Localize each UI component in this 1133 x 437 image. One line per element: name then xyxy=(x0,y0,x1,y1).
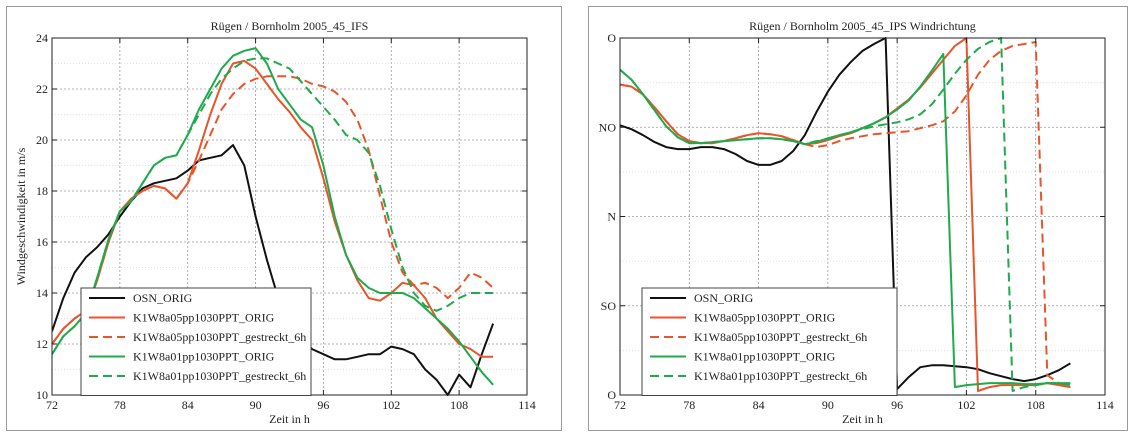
series-line-1 xyxy=(620,37,1071,391)
y-tick-label: 22 xyxy=(36,82,48,96)
series-line-3 xyxy=(620,41,1071,389)
legend-label: K1W8a01pp1030PPT_gestreckt_6h xyxy=(133,369,306,383)
legend-label: K1W8a05pp1030PPT_gestreckt_6h xyxy=(694,330,867,344)
chart-title: Rügen / Bornholm 2005_45_IFS xyxy=(211,19,369,33)
x-tick-label: 114 xyxy=(1096,398,1114,412)
legend-label: K1W8a05pp1030PPT_gestreckt_6h xyxy=(133,330,306,344)
x-tick-label: 114 xyxy=(518,398,536,412)
y-tick-label: NO xyxy=(599,120,617,134)
x-axis-label: Zeit in h xyxy=(269,412,310,426)
y-tick-label: N xyxy=(607,210,616,224)
x-tick-label: 90 xyxy=(250,398,262,412)
y-tick-label: 14 xyxy=(36,286,48,300)
y-tick-label: 18 xyxy=(36,184,48,198)
x-tick-label: 108 xyxy=(1027,398,1045,412)
legend-label: K1W8a05pp1030PPT_ORIG xyxy=(694,311,836,325)
y-tick-label: O xyxy=(607,388,616,402)
y-tick-label: SO xyxy=(601,299,617,313)
x-tick-label: 78 xyxy=(114,398,126,412)
legend-box xyxy=(80,287,312,396)
y-tick-label: O xyxy=(607,31,616,45)
wind-direction-chart: 72 78 84 90 96 102 108 114 O SO N NO O Rügen / Bornho… xyxy=(599,19,1114,426)
legend-label: OSN_ORIG xyxy=(133,291,193,305)
y-axis-label: Windgeschwindigkeit in m/s xyxy=(14,147,28,285)
y-tick-label: 20 xyxy=(36,133,48,147)
legend-box xyxy=(641,287,898,396)
y-tick-label: 24 xyxy=(36,31,48,45)
x-tick-label: 72 xyxy=(614,398,626,412)
series-line-1 xyxy=(52,144,495,396)
legend-label: K1W8a01pp1030PPT_gestreckt_6h xyxy=(694,369,867,383)
legend-label: K1W8a01pp1030PPT_ORIG xyxy=(133,350,275,364)
y-tick-label: 10 xyxy=(36,388,48,402)
x-tick-label: 84 xyxy=(753,398,765,412)
chart-title: Rügen / Bornholm 2005_45_IPS Windrichtun… xyxy=(749,19,976,33)
series-line-5 xyxy=(52,57,494,355)
x-tick-label: 84 xyxy=(182,398,194,412)
legend-label: K1W8a05pp1030PPT_ORIG xyxy=(133,311,275,325)
series-group xyxy=(52,47,495,396)
x-tick-label: 90 xyxy=(822,398,834,412)
series-group xyxy=(620,37,1071,392)
chart-panel-wind-speed: 72 78 84 90 96 102 108 114 10 12 14 16 18 20 22 24 Rügen… xyxy=(6,6,562,431)
x-tick-label: 102 xyxy=(382,398,400,412)
y-tick-label: 12 xyxy=(36,337,48,351)
chart-panel-wind-direction: 72 78 84 90 96 102 108 114 O SO N NO O Rügen / Bornho… xyxy=(588,6,1128,431)
wind-speed-chart: 72 78 84 90 96 102 108 114 10 12 14 16 18 20 22 24 Rügen… xyxy=(14,19,536,426)
legend-label: K1W8a01pp1030PPT_ORIG xyxy=(694,350,836,364)
x-tick-label: 96 xyxy=(317,398,329,412)
legend-label: OSN_ORIG xyxy=(694,291,754,305)
y-tick-label: 16 xyxy=(36,235,48,249)
x-tick-label: 72 xyxy=(46,398,58,412)
x-axis-label: Zeit in h xyxy=(842,412,883,426)
x-tick-label: 108 xyxy=(450,398,468,412)
series-line-5 xyxy=(620,37,1071,392)
x-tick-label: 78 xyxy=(683,398,695,412)
x-tick-label: 102 xyxy=(957,398,975,412)
x-tick-label: 96 xyxy=(891,398,903,412)
